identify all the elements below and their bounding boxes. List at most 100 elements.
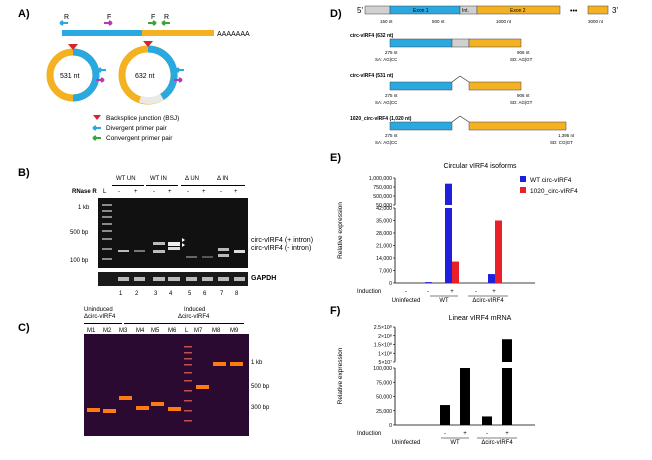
hdr-wt-in: WT IN xyxy=(150,176,167,182)
svg-text:275 nt: 275 nt xyxy=(385,133,398,138)
panel-a-label: A) xyxy=(18,8,30,20)
arrow-left-blue xyxy=(59,20,68,26)
svg-text:Int.: Int. xyxy=(462,8,469,14)
y-axis-label: Relative expression xyxy=(337,347,344,404)
y-tick-label: 14,000 xyxy=(376,256,392,262)
bar-upper xyxy=(502,339,512,362)
svg-text:SD: AG|GT: SD: AG|GT xyxy=(510,100,533,105)
x-sign: - xyxy=(475,289,477,295)
ladder-1kb: 1 kb xyxy=(78,205,90,211)
exon2-bar xyxy=(142,30,214,36)
svg-text:L: L xyxy=(185,328,189,334)
panel-d-label: D) xyxy=(330,8,342,20)
x-sign: - xyxy=(486,431,488,437)
x-sign: - xyxy=(444,431,446,437)
svg-text:M8: M8 xyxy=(212,328,221,334)
y-tick-label: 21,000 xyxy=(376,244,392,250)
band-label-plus: circ-vIRF4 (+ intron) xyxy=(251,237,314,244)
y-tick-label: 1,000,000 xyxy=(369,176,392,182)
bar xyxy=(452,261,459,283)
primer-label-f1: F xyxy=(107,14,111,21)
x-group-label: Uninfected xyxy=(392,298,421,304)
bar xyxy=(488,274,495,283)
bar xyxy=(440,405,450,425)
primer-label-r1: R xyxy=(64,14,69,21)
rnase-label: RNase R xyxy=(72,189,97,195)
bar xyxy=(425,282,432,283)
hdr-wt-un: WT UN xyxy=(116,176,136,182)
y-tick-label: 2.5×10⁸ xyxy=(374,325,392,331)
arrow-right-purple xyxy=(104,20,113,26)
x-sign: + xyxy=(505,431,509,437)
svg-text:SA: AG|CC: SA: AG|CC xyxy=(375,140,398,145)
bsj-marker-1 xyxy=(68,44,78,50)
svg-text:Exon 1: Exon 1 xyxy=(413,8,429,14)
y-tick-label: 1.5×10⁸ xyxy=(374,343,392,349)
bar xyxy=(482,416,492,425)
bar-upper xyxy=(445,183,452,205)
y-tick-label: 0 xyxy=(389,423,392,429)
gapdh-label: GAPDH xyxy=(251,275,277,282)
circle2-size: 632 nt xyxy=(135,73,155,80)
x-sign: + xyxy=(450,289,454,295)
svg-text:M1: M1 xyxy=(87,328,96,334)
ladder-500: 500 bp xyxy=(70,230,89,236)
y-tick-label: 75,000 xyxy=(376,380,392,386)
panel-d-diagram: 5' 3' Exon 1 Int. Exon 2 ••• 150 nt 500 … xyxy=(350,5,618,145)
y-tick-label: 1×10⁸ xyxy=(378,351,392,357)
hdr-d-in: Δ IN xyxy=(217,176,229,182)
svg-text:SD: CG|GT: SD: CG|GT xyxy=(550,140,573,145)
y-tick-label: 28,000 xyxy=(376,231,392,237)
circle1-size: 531 nt xyxy=(60,73,80,80)
y-tick-label: 0 xyxy=(389,281,392,287)
x-induction-label: Induction xyxy=(357,431,381,437)
panel-f-label: F) xyxy=(330,305,341,317)
svg-text:1,395 nt: 1,395 nt xyxy=(558,133,575,138)
svg-text:SD: AG|GT: SD: AG|GT xyxy=(510,57,533,62)
gel-c: M1 M2 M3 M4 M5 M6 L M7 M8 M9 xyxy=(84,328,249,436)
y-tick-label: 42,000 xyxy=(376,206,392,212)
y-tick-label: 2×10⁸ xyxy=(378,334,392,340)
x-group-label: Uninfected xyxy=(392,440,421,446)
legend-swatch xyxy=(520,187,526,193)
exon1-bar xyxy=(62,30,142,36)
chart-title: Linear vIRF4 mRNA xyxy=(449,315,512,322)
y-axis-label: Relative expression xyxy=(337,202,344,259)
legend-swatch xyxy=(520,176,526,182)
bar xyxy=(445,208,452,283)
polya-text: AAAAAAA xyxy=(217,31,250,38)
primer-label-f2: F xyxy=(151,14,155,21)
hdr-d-un: Δ UN xyxy=(185,176,200,182)
legend-label: 1020_circ-vIRF4 xyxy=(530,188,578,195)
ladder-100: 100 bp xyxy=(70,258,89,264)
svg-text:906 nt: 906 nt xyxy=(517,93,530,98)
x-sign: + xyxy=(463,431,467,437)
x-group-label: WT xyxy=(450,440,460,446)
y-tick-label: 50,000 xyxy=(376,203,392,209)
svg-text:circ-vIRF4 (531 nt): circ-vIRF4 (531 nt) xyxy=(350,73,394,79)
panel-b-label: B) xyxy=(18,167,30,179)
y-tick-label: 25,000 xyxy=(376,409,392,415)
panel-a-diagram: AAAAAAA R F F R 531 nt 632 nt Backsplice… xyxy=(46,14,250,142)
svg-text:Exon 2: Exon 2 xyxy=(510,8,526,14)
arrow-left-green xyxy=(161,20,170,26)
primer-label-r2: R xyxy=(164,14,169,21)
bar xyxy=(460,368,470,425)
svg-text:SA: AG|CC: SA: AG|CC xyxy=(375,57,398,62)
y-tick-label: 50,000 xyxy=(376,395,392,401)
svg-text:500 nt: 500 nt xyxy=(432,19,445,24)
svg-text:SA: AG|CC: SA: AG|CC xyxy=(375,100,398,105)
y-tick-label: 500,000 xyxy=(373,194,392,200)
chart-circular-isoforms: Circular vIRF4 isoforms Relative expressi… xyxy=(337,163,578,304)
legend-label: WT circ-vIRF4 xyxy=(530,177,572,184)
x-group-label: Δcirc-vIRF4 xyxy=(472,298,504,304)
y-tick-label: 7,000 xyxy=(379,269,392,275)
svg-text:M9: M9 xyxy=(230,328,239,334)
bsj-marker-2 xyxy=(143,41,153,47)
bar xyxy=(495,220,502,283)
legend-divergent: Divergent primer pair xyxy=(106,125,168,132)
y-tick-label: 100,000 xyxy=(373,366,392,372)
svg-text:5': 5' xyxy=(357,6,363,15)
svg-text:M7: M7 xyxy=(194,328,203,334)
x-group-label: WT xyxy=(439,298,449,304)
